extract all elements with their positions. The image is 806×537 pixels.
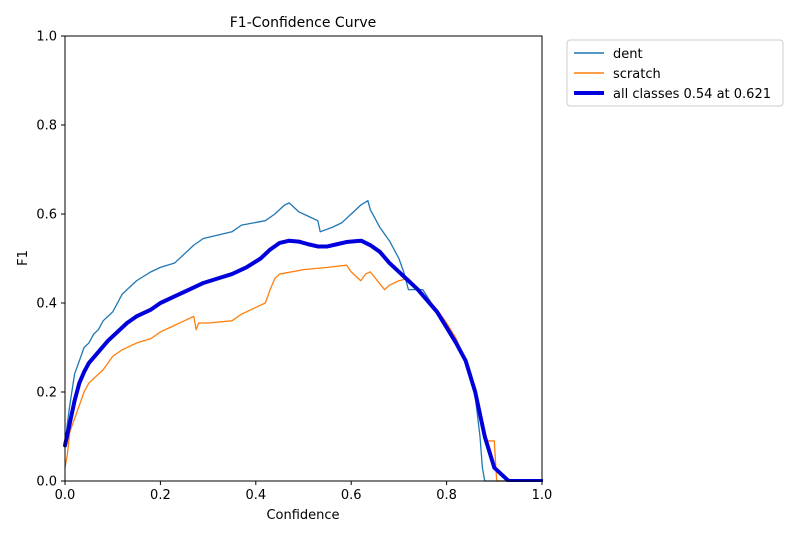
y-tick-label: 1.0 — [36, 30, 57, 45]
x-tick-label: 0.8 — [436, 488, 457, 503]
legend-label-dent: dent — [613, 47, 643, 62]
x-tick-label: 0.2 — [150, 488, 171, 503]
legend: dent scratch all classes 0.54 at 0.621 — [566, 39, 784, 107]
chart-title: F1-Confidence Curve — [230, 15, 376, 31]
series-line-dent — [64, 199, 543, 482]
y-axis-label: F1 — [16, 250, 31, 266]
plot-frame — [64, 35, 543, 482]
x-axis-label: Confidence — [266, 508, 339, 523]
y-tick-label: 0.4 — [36, 297, 57, 312]
y-tick-label: 0.8 — [36, 119, 57, 134]
x-tick-label: 0.6 — [341, 488, 362, 503]
x-tick-label: 0.0 — [55, 488, 76, 503]
y-axis: 0.0 0.2 0.4 0.6 0.8 1.0 — [36, 30, 65, 490]
series-line-all — [63, 238, 543, 482]
y-tick-label: 0.6 — [36, 208, 57, 223]
x-tick-label: 1.0 — [532, 488, 553, 503]
x-tick-label: 0.4 — [245, 488, 266, 503]
y-tick-label: 0.2 — [36, 386, 57, 401]
x-axis: 0.0 0.2 0.4 0.6 0.8 1.0 — [55, 481, 553, 503]
series-line-scratch — [64, 264, 543, 482]
legend-frame — [566, 39, 784, 107]
y-tick-label: 0.0 — [36, 475, 57, 490]
legend-label-all-classes: all classes 0.54 at 0.621 — [613, 87, 771, 102]
legend-label-scratch: scratch — [613, 67, 661, 82]
series-layer — [63, 199, 543, 482]
